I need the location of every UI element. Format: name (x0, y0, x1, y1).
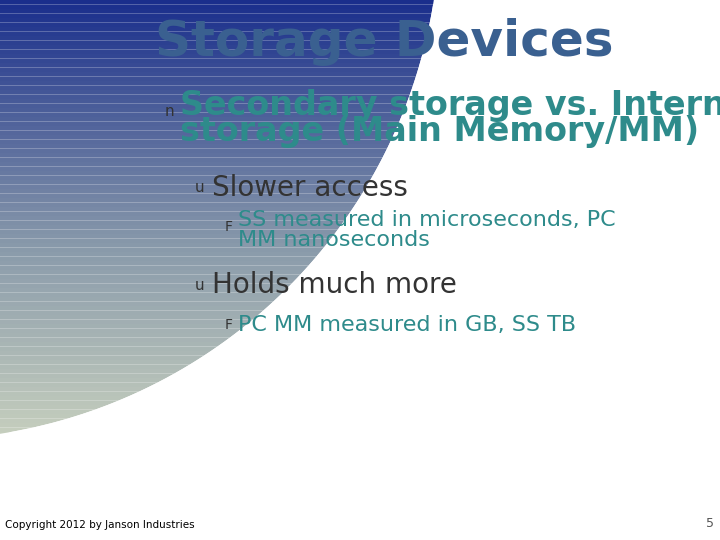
Polygon shape (0, 306, 269, 310)
Polygon shape (0, 139, 392, 144)
Polygon shape (0, 288, 287, 293)
Polygon shape (0, 18, 431, 23)
Polygon shape (0, 108, 405, 112)
Text: Copyright 2012 by Janson Industries: Copyright 2012 by Janson Industries (5, 520, 194, 530)
Polygon shape (0, 112, 403, 117)
Polygon shape (0, 50, 423, 54)
Polygon shape (0, 135, 393, 139)
Polygon shape (0, 36, 427, 40)
Polygon shape (0, 374, 174, 378)
Polygon shape (0, 45, 425, 50)
Polygon shape (0, 297, 278, 301)
Polygon shape (0, 198, 359, 202)
Polygon shape (0, 230, 338, 234)
Polygon shape (0, 423, 52, 428)
Polygon shape (0, 342, 224, 347)
Polygon shape (0, 162, 380, 166)
Polygon shape (0, 324, 248, 328)
Polygon shape (0, 0, 434, 4)
Polygon shape (0, 274, 300, 279)
Polygon shape (0, 392, 139, 396)
Polygon shape (0, 234, 335, 239)
Polygon shape (0, 279, 296, 284)
Polygon shape (0, 243, 328, 247)
Polygon shape (0, 409, 96, 414)
Polygon shape (0, 94, 410, 99)
Polygon shape (0, 68, 418, 72)
Polygon shape (0, 293, 283, 297)
Text: SS measured in microseconds, PC: SS measured in microseconds, PC (238, 210, 616, 230)
Polygon shape (0, 212, 351, 216)
Polygon shape (0, 180, 370, 185)
Polygon shape (0, 171, 375, 176)
Polygon shape (0, 351, 211, 355)
Text: Secondary storage vs. Internal: Secondary storage vs. Internal (180, 89, 720, 122)
Polygon shape (0, 252, 320, 256)
Polygon shape (0, 328, 242, 333)
Polygon shape (0, 261, 312, 266)
Polygon shape (0, 382, 158, 387)
Polygon shape (0, 266, 309, 270)
Polygon shape (0, 378, 166, 382)
Polygon shape (0, 189, 365, 193)
Polygon shape (0, 4, 720, 440)
Polygon shape (0, 369, 182, 374)
Polygon shape (0, 225, 341, 229)
Polygon shape (0, 207, 354, 212)
Polygon shape (0, 58, 421, 63)
Polygon shape (0, 122, 400, 126)
Polygon shape (0, 405, 107, 409)
Polygon shape (0, 432, 11, 436)
Polygon shape (0, 284, 292, 288)
Polygon shape (0, 158, 382, 162)
Polygon shape (0, 347, 217, 351)
Polygon shape (0, 333, 236, 338)
Polygon shape (0, 256, 317, 261)
Polygon shape (0, 216, 348, 220)
Polygon shape (0, 220, 344, 225)
Polygon shape (0, 63, 420, 68)
Polygon shape (0, 27, 429, 31)
Polygon shape (0, 355, 204, 360)
Polygon shape (0, 428, 33, 432)
Text: Holds much more: Holds much more (212, 271, 457, 299)
Polygon shape (0, 193, 362, 198)
Polygon shape (0, 301, 274, 306)
Polygon shape (0, 176, 373, 180)
Polygon shape (0, 85, 413, 90)
Polygon shape (0, 270, 305, 274)
Polygon shape (0, 126, 397, 131)
Polygon shape (0, 77, 416, 81)
Polygon shape (0, 54, 423, 58)
Polygon shape (0, 360, 197, 364)
Polygon shape (0, 31, 428, 36)
Polygon shape (0, 338, 230, 342)
Polygon shape (0, 131, 395, 135)
Polygon shape (0, 396, 130, 401)
Polygon shape (0, 144, 390, 148)
Text: PC MM measured in GB, SS TB: PC MM measured in GB, SS TB (238, 315, 576, 335)
Polygon shape (0, 166, 378, 171)
Polygon shape (0, 148, 387, 153)
Polygon shape (0, 310, 264, 315)
Polygon shape (0, 418, 68, 423)
Polygon shape (0, 239, 331, 243)
Polygon shape (0, 414, 82, 418)
Polygon shape (0, 401, 119, 405)
Polygon shape (0, 9, 432, 14)
Text: n: n (165, 105, 175, 119)
Polygon shape (0, 104, 407, 108)
Polygon shape (0, 14, 431, 18)
Text: F: F (225, 220, 233, 234)
Polygon shape (0, 387, 149, 392)
Polygon shape (0, 153, 385, 158)
Text: storage (Main Memory/MM): storage (Main Memory/MM) (180, 116, 699, 148)
Polygon shape (0, 117, 401, 122)
Polygon shape (0, 90, 411, 94)
Polygon shape (0, 185, 368, 189)
Text: Slower access: Slower access (212, 174, 408, 202)
Polygon shape (0, 247, 324, 252)
Polygon shape (0, 81, 415, 85)
Polygon shape (0, 315, 258, 320)
